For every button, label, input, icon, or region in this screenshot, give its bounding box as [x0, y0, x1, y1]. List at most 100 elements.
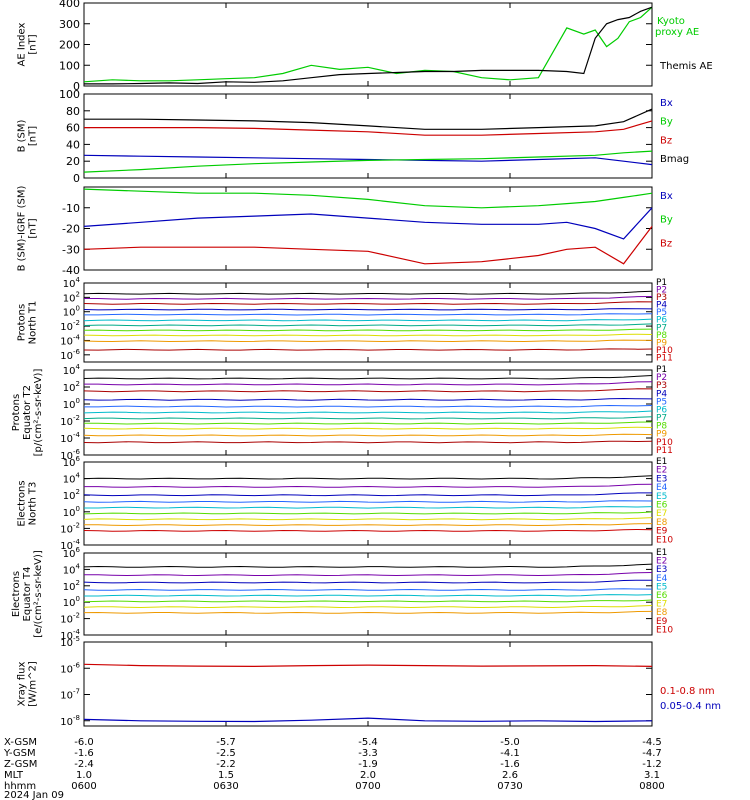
- level-line: [83, 610, 653, 614]
- series-line: [83, 6, 653, 83]
- ephemeris-value: 0730: [497, 781, 522, 792]
- y-axis-label: AE Index: [17, 22, 28, 66]
- ytick-label: 10-2: [60, 521, 80, 535]
- legend-label: E9: [656, 617, 668, 627]
- ytick-label: 102: [63, 290, 80, 304]
- level-line: [83, 475, 653, 480]
- ephemeris-value: -2.5: [216, 748, 236, 759]
- level-line: [83, 599, 653, 603]
- y-axis-label: Equator T4: [22, 567, 33, 622]
- series-line: [83, 188, 653, 209]
- level-line: [83, 517, 653, 521]
- level-line: [83, 579, 653, 584]
- legend-label: E1: [656, 548, 667, 558]
- ephemeris-table: X-GSM -6.0 -5.7 -5.4 -5.0 -4.5 Y-GSM -1.6 -2.5 -3…: [3, 737, 665, 800]
- ephemeris-value: -1.6: [74, 748, 94, 759]
- legend-label: P5: [656, 397, 667, 407]
- level-line: [83, 301, 653, 305]
- legend-label: P7: [656, 414, 667, 424]
- panel-xray: 10-8 10-7 10-6 10-5 Xray flux [W/m^2] 0.1-0.8 …: [17, 635, 722, 728]
- ephemeris-row-label: Y-GSM: [3, 748, 36, 759]
- legend-label: P5: [656, 308, 667, 318]
- level-line: [83, 416, 653, 420]
- ephemeris-value: -4.5: [642, 737, 662, 748]
- legend-label: P3: [656, 293, 667, 303]
- panel-frame: [83, 552, 653, 636]
- level-line: [84, 381, 653, 386]
- y-axis-label: Protons: [17, 304, 28, 341]
- ephemeris-value: -2.2: [216, 759, 236, 770]
- ephemeris-value: 2.0: [360, 770, 376, 781]
- level-line: [83, 339, 653, 343]
- y-axis-label: [nT]: [28, 34, 39, 54]
- ytick-label: 104: [63, 472, 81, 486]
- ephemeris-value: -5.7: [216, 737, 236, 748]
- level-line: [83, 511, 653, 515]
- ytick-label: 200: [59, 39, 80, 52]
- y-axis-label: Xray flux: [17, 662, 28, 707]
- ephemeris-value: 1.5: [218, 770, 234, 781]
- legend-label: E10: [656, 535, 673, 545]
- level-line: [83, 397, 653, 401]
- y-axis-label: North T3: [28, 482, 39, 526]
- ephemeris-value: 2.6: [502, 770, 518, 781]
- legend-label: E7: [656, 509, 667, 519]
- ytick-label: 10-7: [60, 688, 80, 702]
- ytick-label: 102: [63, 579, 80, 593]
- ephemeris-row-label: MLT: [4, 770, 24, 781]
- level-line: [84, 594, 653, 597]
- level-line: [83, 388, 653, 393]
- y-axis-label: [nT]: [28, 126, 39, 146]
- legend-label: P4: [656, 389, 667, 399]
- legend-label: E5: [656, 492, 667, 502]
- ytick-label: 40: [66, 138, 80, 151]
- ytick-label: 102: [63, 380, 80, 394]
- legend-label: E4: [656, 483, 668, 493]
- ytick-label: -30: [62, 243, 80, 256]
- legend-label: Bx: [660, 191, 673, 202]
- legend-label: E2: [656, 557, 667, 567]
- legend-label: 0.1-0.8 nm: [660, 686, 715, 697]
- ytick-label: 10-4: [60, 538, 80, 552]
- legend-label: E6: [656, 591, 668, 601]
- level-line: [83, 318, 653, 322]
- ephemeris-value: -1.9: [358, 759, 378, 770]
- ytick-label: 10-5: [60, 635, 80, 649]
- level-line: [83, 500, 653, 503]
- y-axis-label: Equator T2: [22, 385, 33, 440]
- ytick-label: 102: [63, 488, 80, 502]
- legend-label: E10: [656, 625, 673, 635]
- ytick-label: 60: [66, 122, 80, 135]
- y-axis-label: [e/(cm²-s-sr-keV)]: [33, 550, 44, 638]
- legend-label: E7: [656, 600, 667, 610]
- legend-label: By: [660, 215, 673, 226]
- y-axis-label: Electrons: [11, 571, 22, 617]
- ytick-label: 0: [73, 172, 80, 185]
- legend-label: P3: [656, 381, 667, 391]
- legend-label: E8: [656, 518, 668, 528]
- legend-label: Bz: [660, 238, 672, 249]
- y-axis-label: [nT]: [28, 218, 39, 238]
- legend-label: P2: [656, 373, 667, 383]
- series-line: [83, 663, 653, 668]
- level-line: [83, 290, 653, 295]
- ephemeris-value: 0600: [71, 781, 96, 792]
- panel-bsm: 0 20 40 60 80 100 B (SM) [nT] Bx By Bz Bmag: [17, 88, 690, 185]
- level-line: [83, 588, 653, 591]
- level-line: [83, 375, 653, 380]
- level-line: [84, 313, 653, 316]
- legend-label: P1: [656, 365, 667, 375]
- ytick-label: -20: [62, 223, 80, 236]
- level-line: [84, 404, 653, 408]
- panel-frame: [83, 461, 653, 546]
- legend-label: P9: [656, 338, 667, 348]
- panel-frame: [83, 641, 653, 727]
- series-line: [83, 150, 653, 173]
- ytick-label: 100: [63, 397, 80, 411]
- panel-p2: 10-6 10-4 10-2 100 102 104 Protons Equator T2 [p…: [11, 363, 673, 462]
- legend-label: E6: [656, 501, 668, 511]
- ephemeris-value: -6.0: [74, 737, 94, 748]
- ephemeris-value: -1.6: [500, 759, 520, 770]
- ytick-label: 100: [63, 505, 80, 519]
